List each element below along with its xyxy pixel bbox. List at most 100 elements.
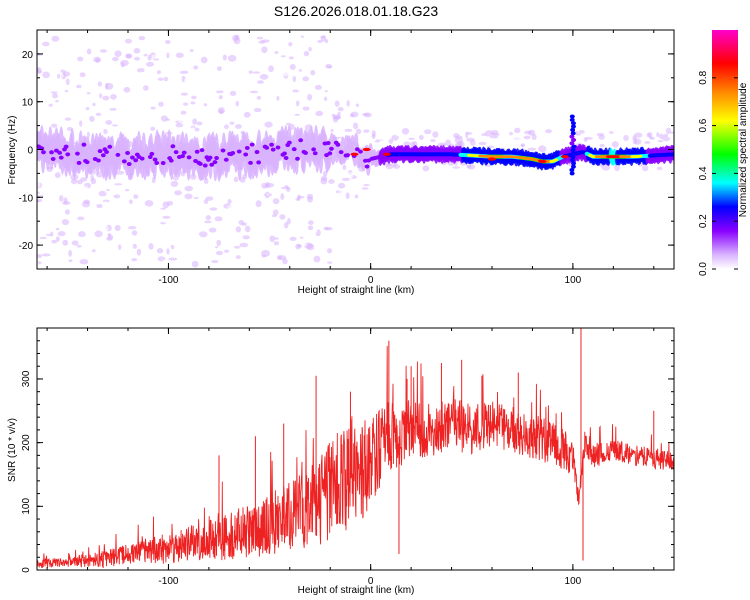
spectral-ridge-core — [139, 156, 145, 161]
spectral-noise-blob — [68, 259, 73, 263]
spectral-ridge-core — [97, 149, 103, 154]
colorbar-tick-label: 0.2 — [698, 214, 709, 228]
spectral-noise-blob — [40, 184, 48, 191]
spectral-noise-blob — [388, 138, 394, 144]
spectral-noise-blob — [258, 235, 266, 241]
spectral-noise-blob — [145, 61, 155, 67]
spectral-noise-blob — [138, 35, 146, 41]
spectral-noise-blob — [194, 83, 203, 87]
spectral-noise-blob — [338, 190, 344, 196]
spectral-noise-blob — [614, 164, 620, 172]
spectral-noise-blob — [57, 231, 66, 237]
spectral-noise-blob — [62, 200, 71, 205]
spectral-noise-blob — [310, 69, 316, 76]
spectral-noise-blob — [302, 76, 310, 82]
y-tick-label: 0 — [27, 146, 33, 157]
spectral-noise-blob — [236, 56, 245, 60]
spectral-noise-blob — [41, 41, 50, 47]
spectral-noise-blob — [662, 136, 671, 142]
spectral-noise-blob — [453, 132, 460, 139]
spectral-noise-blob — [55, 227, 60, 231]
spectral-noise-blob — [51, 123, 58, 128]
spectral-noise-blob — [68, 249, 73, 257]
spectral-noise-blob — [265, 193, 270, 196]
spectral-noise-blob — [85, 107, 90, 111]
spectral-noise-blob — [238, 219, 245, 226]
spectral-noise-blob — [39, 212, 46, 218]
spectral-noise-blob — [357, 184, 365, 188]
spectral-noise-blob — [248, 70, 253, 74]
spectral-noise-blob — [184, 185, 194, 192]
spectral-ridge-core — [96, 158, 101, 163]
spectral-ridge-peak — [638, 154, 643, 158]
spectral-noise-blob — [105, 119, 113, 125]
spectral-noise-blob — [44, 93, 53, 99]
spectral-ridge-core — [49, 150, 54, 155]
spectral-noise-blob — [363, 112, 372, 118]
spectral-noise-blob — [349, 113, 355, 118]
spectral-noise-blob — [337, 106, 344, 112]
spectral-noise-blob — [598, 134, 605, 140]
spectral-noise-blob — [51, 207, 57, 214]
spectral-noise-blob — [302, 106, 310, 111]
spectral-noise-blob — [78, 38, 87, 44]
spectral-noise-blob — [41, 253, 51, 257]
spectral-noise-blob — [261, 182, 268, 189]
spectral-noise-blob — [81, 200, 91, 208]
spectral-ridge-core — [76, 160, 82, 165]
spectral-noise-blob — [296, 100, 300, 107]
spectral-noise-blob — [161, 219, 168, 223]
x-tick-label: 100 — [565, 576, 582, 587]
spectral-noise-blob — [194, 127, 200, 132]
snr-ticks: -100 0 100 0 100 200 300 — [21, 327, 674, 587]
spectral-noise-blob — [578, 129, 585, 134]
spectral-ridge-core — [212, 160, 218, 165]
spectral-noise-blob — [190, 101, 196, 105]
spectral-noise-blob — [314, 63, 322, 68]
spectral-noise-blob — [288, 56, 294, 60]
spectral-noise-blob — [408, 137, 415, 141]
spectral-noise-blob — [538, 131, 543, 134]
spectral-ridge-core — [194, 149, 200, 154]
y-tick-label: 100 — [21, 498, 32, 515]
spectral-noise-blob — [403, 141, 411, 147]
spectral-noise-blob — [37, 195, 44, 198]
spectral-noise-blob — [324, 90, 328, 93]
spectral-noise-blob — [162, 215, 171, 219]
spectral-noise-blob — [541, 133, 545, 138]
spectral-noise-blob — [287, 34, 296, 41]
x-tick-label: 0 — [368, 576, 374, 587]
spectral-ridge-core — [104, 150, 109, 155]
spectral-noise-blob — [77, 56, 84, 62]
spectral-noise-blob — [327, 184, 336, 189]
spectral-noise-blob — [61, 218, 70, 226]
spectral-noise-blob — [102, 219, 112, 226]
spectral-ridge-core — [202, 163, 208, 168]
spectral-noise-blob — [666, 161, 674, 168]
spectral-noise-blob — [79, 72, 86, 78]
spectral-noise-blob — [218, 78, 224, 82]
spectral-noise-blob — [190, 126, 195, 133]
spectral-noise-blob — [466, 164, 472, 169]
spectral-ridge-core — [312, 151, 318, 156]
spectral-ridge-core — [311, 147, 317, 152]
spectral-noise-blob — [235, 226, 242, 233]
spectral-noise-blob — [308, 220, 314, 225]
y-tick-label: 300 — [21, 370, 32, 387]
spectral-flare — [570, 121, 576, 126]
spectral-noise-blob — [284, 111, 289, 119]
spectral-flare — [569, 134, 575, 139]
spectral-noise-blob — [216, 239, 222, 247]
spectral-noise-blob — [102, 103, 110, 107]
spectral-noise-blob — [92, 168, 97, 175]
spectral-noise-blob — [260, 54, 270, 58]
spectral-noise-blob — [644, 141, 651, 144]
spectral-noise-blob — [106, 188, 110, 192]
y-tick-label: 10 — [22, 98, 34, 109]
spectral-noise-blob — [175, 52, 184, 58]
spectral-noise-blob — [280, 55, 286, 58]
spectral-noise-blob — [131, 257, 138, 262]
spectral-noise-blob — [82, 185, 89, 193]
spectral-flare — [571, 137, 577, 142]
